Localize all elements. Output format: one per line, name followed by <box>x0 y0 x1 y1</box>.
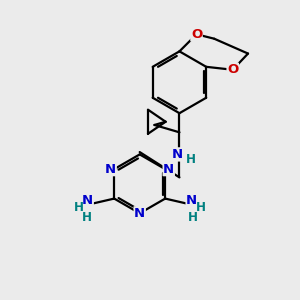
Text: N: N <box>134 207 145 220</box>
Text: O: O <box>227 63 238 76</box>
Text: O: O <box>191 28 202 41</box>
Text: N: N <box>172 148 183 161</box>
Text: H: H <box>196 201 206 214</box>
Text: N: N <box>163 163 174 176</box>
Text: N: N <box>186 194 197 207</box>
Text: H: H <box>186 153 196 166</box>
Text: H: H <box>74 201 84 214</box>
Text: N: N <box>82 194 93 207</box>
Text: H: H <box>188 211 198 224</box>
Text: N: N <box>105 163 116 176</box>
Text: H: H <box>82 211 92 224</box>
